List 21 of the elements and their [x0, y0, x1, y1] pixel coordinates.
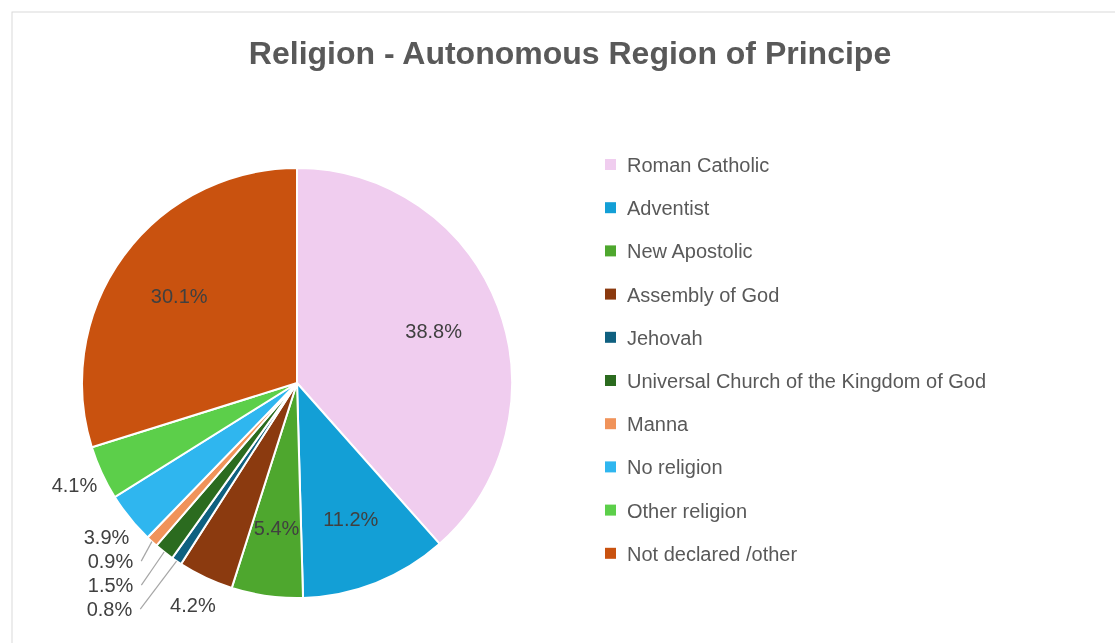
legend-label: No religion	[627, 456, 723, 479]
data-label: 38.8%	[405, 320, 463, 343]
legend-label: Adventist	[627, 197, 710, 220]
data-label: 30.1%	[150, 285, 208, 308]
data-label: 0.9%	[87, 550, 134, 573]
legend-label: Not declared /other	[627, 542, 798, 565]
legend-label: Other religion	[627, 499, 748, 522]
data-label: 5.4%	[253, 516, 300, 539]
chart-title: Religion - Autonomous Region of Principe	[248, 35, 892, 71]
legend-label: Manna	[627, 413, 690, 436]
data-label: 3.9%	[83, 526, 130, 549]
legend-label: New Apostolic	[627, 240, 753, 263]
data-label: 0.8%	[86, 598, 133, 621]
legend-label: Universal Church of the Kingdom of God	[627, 370, 987, 392]
legend-label: Jehovah	[627, 326, 703, 349]
legend-label: Roman Catholic	[627, 154, 770, 176]
data-label: 4.1%	[51, 474, 98, 497]
data-label: 11.2%	[323, 507, 379, 530]
data-label: 4.2%	[170, 593, 216, 616]
data-label: 1.5%	[87, 574, 134, 597]
legend-label: Assembly of God	[627, 283, 780, 306]
